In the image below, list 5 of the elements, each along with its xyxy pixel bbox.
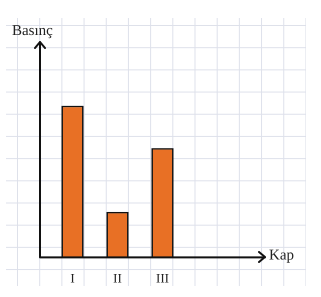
y-axis-title: Basınç xyxy=(12,22,54,39)
x-tick-label: I xyxy=(70,270,75,286)
text: Kap xyxy=(269,247,294,264)
x-tick-label: III xyxy=(156,270,169,286)
x-tick-label: II xyxy=(113,270,122,286)
